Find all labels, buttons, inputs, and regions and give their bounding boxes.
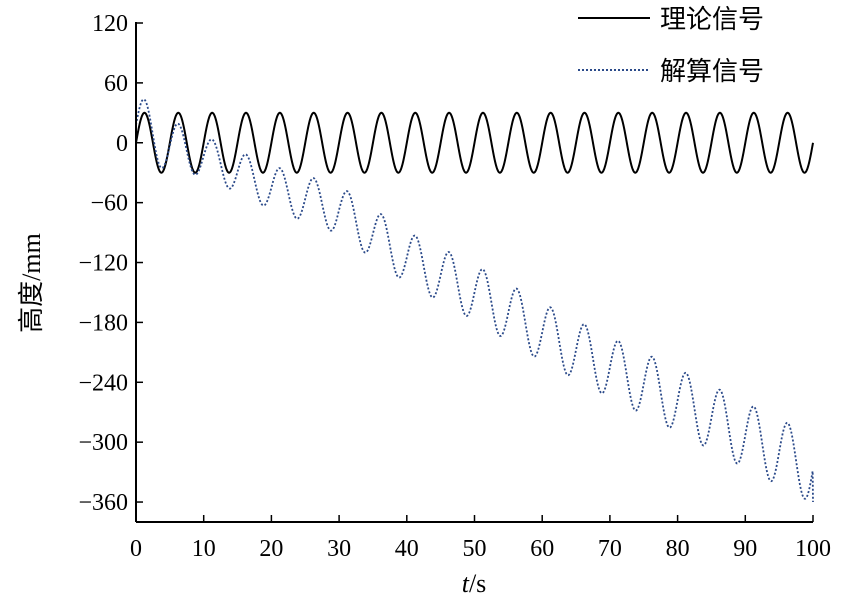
y-tick-label: −120: [78, 251, 128, 277]
x-tick-label: 60: [530, 536, 554, 562]
y-tick-label: −60: [90, 191, 128, 217]
y-tick-label: −360: [78, 490, 128, 516]
x-tick-label: 0: [130, 536, 142, 562]
y-axis-label: 高度/mm: [17, 233, 46, 333]
series-line-solved: [135, 98, 814, 503]
x-tick-label: 90: [733, 536, 757, 562]
x-axis-label-variable: t: [462, 569, 470, 598]
y-tick-label: −180: [78, 310, 128, 336]
y-tick-label: 60: [104, 71, 128, 97]
x-tick-label: 100: [795, 536, 831, 562]
plot-lines: [135, 98, 814, 503]
x-tick-label: 40: [395, 536, 419, 562]
x-axis-label-unit: /s: [469, 569, 486, 598]
legend: 理论信号 解算信号: [578, 5, 764, 87]
x-tick-label: 50: [463, 536, 487, 562]
x-tick-label: 70: [598, 536, 622, 562]
y-tick-label: 0: [116, 131, 128, 157]
axes: [135, 22, 813, 523]
y-tick-label: −240: [78, 370, 128, 396]
ticks: 0 10 20 30 40 50 60 70 80 90 100 120 60 0 −60 −120 −180 −…: [78, 11, 831, 562]
legend-label-theory: 理论信号: [660, 5, 764, 35]
series-line-theory: [135, 111, 814, 174]
x-tick-label: 20: [259, 536, 283, 562]
y-tick-label: 120: [92, 11, 128, 37]
x-axis-label: t/s: [462, 569, 487, 598]
x-tick-label: 10: [192, 536, 216, 562]
x-tick-label: 80: [666, 536, 690, 562]
legend-label-solved: 解算信号: [660, 57, 764, 87]
y-tick-label: −300: [78, 430, 128, 456]
x-tick-label: 30: [327, 536, 351, 562]
